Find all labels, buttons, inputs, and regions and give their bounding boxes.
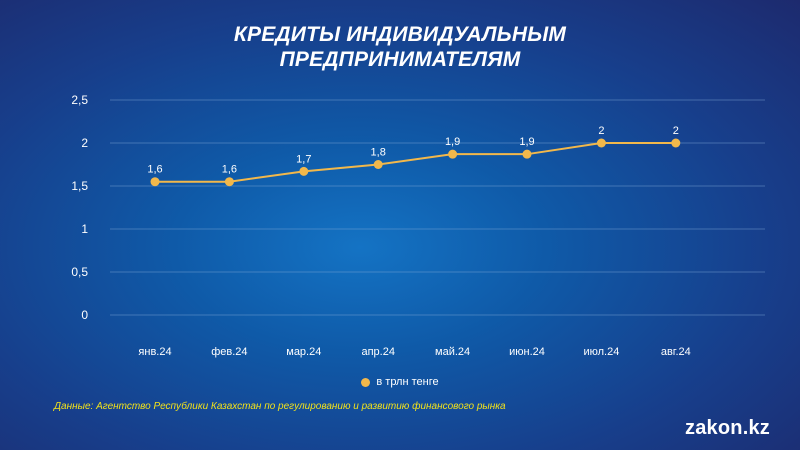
x-tick-label: янв.24	[138, 346, 171, 358]
data-point	[373, 160, 383, 169]
data-point	[299, 166, 309, 176]
data-label: 1,9	[519, 136, 534, 148]
data-point	[150, 177, 160, 187]
y-tick-label: 1	[81, 222, 88, 236]
y-tick-label: 0	[81, 308, 88, 322]
x-tick-label: авг.24	[661, 346, 691, 358]
series-line	[155, 142, 676, 183]
x-tick-label: мар.24	[286, 346, 321, 358]
y-tick-label: 1,5	[71, 179, 88, 193]
data-label: 2	[598, 125, 604, 137]
x-tick-label: май.24	[435, 346, 470, 358]
y-tick-label: 0,5	[71, 265, 88, 279]
data-label: 2	[673, 125, 679, 137]
data-label: 1,6	[147, 164, 162, 176]
y-tick-label: 2,5	[71, 93, 88, 107]
title-line-2: ПРЕДПРИНИМАТЕЛЯМ	[279, 48, 521, 71]
title-line-1: КРЕДИТЫ ИНДИВИДУАЛЬНЫМ	[233, 23, 567, 46]
data-label: 1,9	[445, 136, 460, 148]
legend-label: в трлн тенге	[376, 376, 439, 388]
data-label: 1,7	[296, 153, 311, 165]
data-point	[671, 138, 681, 148]
y-tick-label: 2	[81, 136, 88, 150]
x-tick-label: июн.24	[509, 346, 545, 358]
x-tick-label: июл.24	[583, 346, 619, 358]
data-label: 1,6	[222, 164, 237, 176]
legend: в трлн тенге	[0, 376, 800, 388]
x-tick-label: апр.24	[361, 346, 394, 358]
data-point	[522, 149, 532, 159]
source-note: Данные: Агентство Республики Казахстан п…	[54, 401, 506, 412]
data-label: 1,8	[371, 147, 386, 159]
legend-marker	[361, 377, 371, 387]
data-point	[448, 149, 458, 159]
chart-title: КРЕДИТЫ ИНДИВИДУАЛЬНЫМ ПРЕДПРИНИМАТЕЛЯМ	[0, 22, 800, 72]
x-tick-label: фев.24	[211, 346, 247, 358]
data-point	[596, 138, 606, 148]
data-point	[224, 177, 234, 187]
zakon-logo: zakon.kz	[685, 417, 770, 439]
